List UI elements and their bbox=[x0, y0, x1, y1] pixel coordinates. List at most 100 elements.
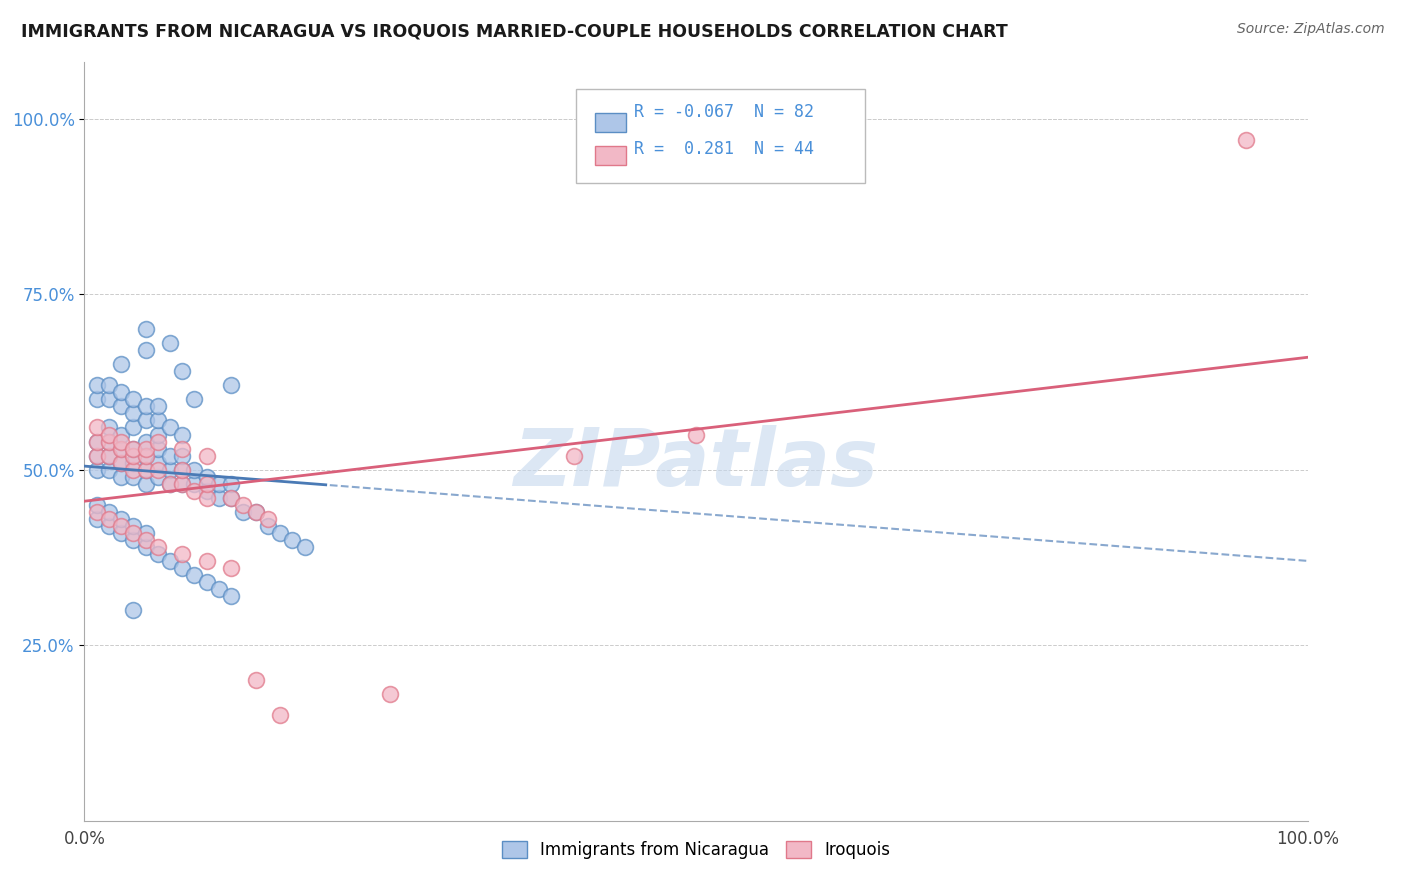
Point bbox=[257, 518, 280, 533]
Point bbox=[195, 476, 218, 491]
Point bbox=[232, 505, 254, 519]
Point bbox=[86, 434, 108, 449]
Point bbox=[159, 462, 181, 476]
Point bbox=[183, 392, 205, 407]
Point bbox=[245, 505, 267, 519]
Point bbox=[294, 540, 316, 554]
Point bbox=[172, 462, 194, 476]
Text: Source: ZipAtlas.com: Source: ZipAtlas.com bbox=[1237, 22, 1385, 37]
Point bbox=[122, 518, 145, 533]
Point bbox=[110, 357, 132, 371]
Point bbox=[219, 491, 242, 505]
Point bbox=[195, 491, 218, 505]
Point bbox=[135, 462, 157, 476]
Point bbox=[122, 603, 145, 617]
Point bbox=[122, 469, 145, 483]
Point bbox=[86, 434, 108, 449]
Point bbox=[97, 434, 120, 449]
Point bbox=[122, 449, 145, 463]
Point bbox=[146, 456, 169, 470]
Point bbox=[135, 442, 157, 456]
Point bbox=[159, 476, 181, 491]
Point bbox=[135, 413, 157, 427]
Point bbox=[146, 540, 169, 554]
Point bbox=[110, 469, 132, 483]
Point bbox=[110, 456, 132, 470]
Point bbox=[97, 449, 120, 463]
Point bbox=[135, 449, 157, 463]
Point bbox=[159, 449, 181, 463]
Point bbox=[97, 392, 120, 407]
Point bbox=[122, 533, 145, 547]
Point bbox=[135, 462, 157, 476]
Point bbox=[195, 469, 218, 483]
Point bbox=[257, 512, 280, 526]
Point bbox=[97, 449, 120, 463]
Point bbox=[122, 456, 145, 470]
Point bbox=[146, 400, 169, 414]
Point bbox=[110, 400, 132, 414]
Point bbox=[1236, 133, 1258, 147]
Point bbox=[219, 589, 242, 603]
Point bbox=[685, 427, 707, 442]
Point bbox=[135, 343, 157, 358]
Point bbox=[110, 525, 132, 540]
Point bbox=[172, 449, 194, 463]
Point bbox=[172, 476, 194, 491]
Point bbox=[146, 442, 169, 456]
Point bbox=[110, 427, 132, 442]
Point bbox=[135, 434, 157, 449]
Text: ZIPatlas: ZIPatlas bbox=[513, 425, 879, 503]
Point bbox=[110, 434, 132, 449]
Point bbox=[269, 525, 291, 540]
Point bbox=[110, 442, 132, 456]
Point bbox=[172, 547, 194, 561]
Point bbox=[86, 449, 108, 463]
Point bbox=[219, 476, 242, 491]
Point bbox=[110, 456, 132, 470]
Point bbox=[245, 505, 267, 519]
Point bbox=[146, 462, 169, 476]
Point bbox=[122, 392, 145, 407]
Point bbox=[122, 442, 145, 456]
Point bbox=[146, 547, 169, 561]
Point bbox=[146, 427, 169, 442]
Point bbox=[159, 420, 181, 434]
Point bbox=[245, 673, 267, 688]
Point bbox=[135, 525, 157, 540]
Point bbox=[219, 378, 242, 392]
Point bbox=[281, 533, 304, 547]
Point bbox=[219, 561, 242, 575]
Point bbox=[110, 512, 132, 526]
Point bbox=[86, 378, 108, 392]
Point bbox=[208, 491, 231, 505]
Point bbox=[97, 420, 120, 434]
Point bbox=[86, 392, 108, 407]
Point bbox=[208, 476, 231, 491]
Point bbox=[183, 462, 205, 476]
Point bbox=[135, 449, 157, 463]
Point bbox=[195, 554, 218, 568]
Point bbox=[562, 449, 585, 463]
Legend: Immigrants from Nicaragua, Iroquois: Immigrants from Nicaragua, Iroquois bbox=[495, 834, 897, 865]
Point bbox=[183, 476, 205, 491]
Point bbox=[110, 385, 132, 400]
Point bbox=[232, 498, 254, 512]
Point bbox=[380, 687, 402, 701]
Point bbox=[86, 498, 108, 512]
Point bbox=[97, 518, 120, 533]
Point bbox=[183, 568, 205, 582]
Point bbox=[97, 427, 120, 442]
Point bbox=[135, 400, 157, 414]
Point bbox=[97, 462, 120, 476]
Point bbox=[146, 434, 169, 449]
Point bbox=[172, 561, 194, 575]
Point bbox=[159, 336, 181, 351]
Text: R = -0.067  N = 82: R = -0.067 N = 82 bbox=[634, 103, 814, 121]
Point bbox=[97, 434, 120, 449]
Point bbox=[183, 483, 205, 498]
Point bbox=[159, 554, 181, 568]
Point bbox=[195, 574, 218, 589]
Point bbox=[172, 476, 194, 491]
Text: IMMIGRANTS FROM NICARAGUA VS IROQUOIS MARRIED-COUPLE HOUSEHOLDS CORRELATION CHAR: IMMIGRANTS FROM NICARAGUA VS IROQUOIS MA… bbox=[21, 22, 1008, 40]
